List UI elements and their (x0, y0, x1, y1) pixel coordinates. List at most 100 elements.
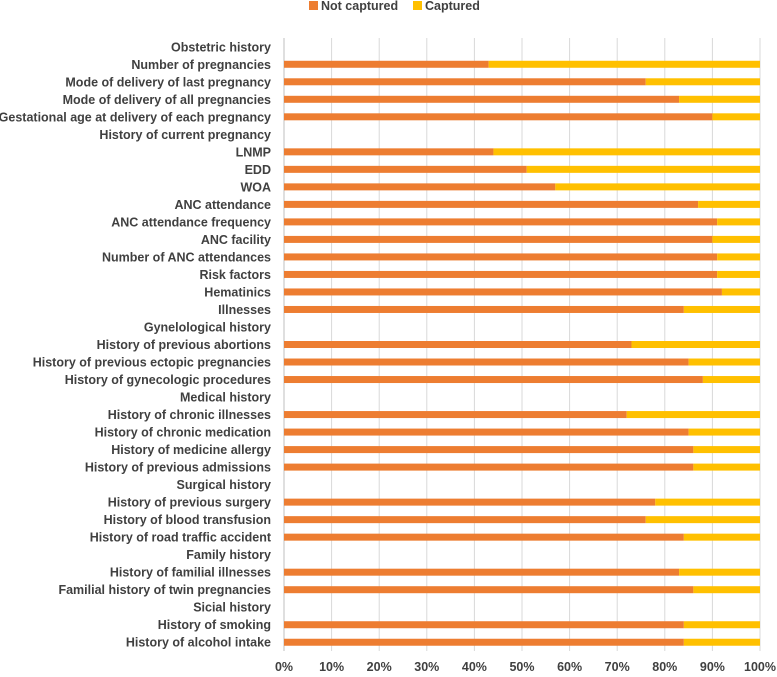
bar-captured (702, 376, 760, 384)
category-label: History of previous surgery (108, 496, 271, 510)
category-label: History of familial illnesses (110, 566, 271, 580)
category-label: Obstetric history (171, 40, 271, 54)
bar-not-captured (284, 568, 680, 576)
category-label: Gynelological history (144, 320, 271, 334)
bar-captured (645, 516, 760, 524)
bar-captured (717, 218, 760, 226)
category-label: Illnesses (218, 303, 271, 317)
bar-not-captured (284, 341, 632, 348)
bar-not-captured (284, 253, 718, 261)
x-axis-tick-labels: 0% 10% 20% 30% 40% 50% 60% 70% 80% 90% 100% (275, 660, 776, 674)
bar-not-captured (284, 446, 694, 454)
x-tick-label: 0% (275, 660, 293, 674)
bar-not-captured (284, 218, 718, 226)
category-label: History of previous abortions (97, 338, 271, 352)
x-tick-label: 40% (462, 660, 487, 674)
category-label: ANC attendance frequency (111, 215, 271, 229)
bar-captured (679, 95, 760, 103)
bar-captured (712, 113, 760, 121)
category-label: Mode of delivery of last pregnancy (65, 75, 271, 89)
bar-captured (721, 288, 760, 296)
bar-captured (693, 586, 760, 594)
bar-captured (698, 200, 760, 208)
category-label: Number of pregnancies (131, 58, 271, 72)
x-tick-label: 10% (319, 660, 344, 674)
legend-label-not-captured: Not captured (321, 0, 398, 13)
bar-not-captured (284, 498, 656, 506)
category-label: History of chronic medication (95, 426, 271, 440)
bar-not-captured (284, 200, 699, 208)
x-tick-label: 70% (605, 660, 630, 674)
legend-swatch-captured (413, 1, 422, 10)
bar-captured (526, 165, 760, 173)
bar-captured (493, 148, 760, 156)
bar-not-captured (284, 78, 646, 86)
bar-captured (645, 78, 760, 86)
bar-not-captured (284, 586, 694, 594)
category-label: Sicial history (193, 601, 271, 615)
bar-not-captured (284, 621, 684, 629)
bar-captured (683, 638, 760, 646)
bar-captured (555, 183, 760, 191)
category-label: EDD (245, 163, 271, 177)
category-label: History of medicine allergy (111, 443, 271, 457)
x-tick-label: 60% (557, 660, 582, 674)
bar-captured (688, 428, 760, 436)
bar-captured (488, 60, 760, 68)
bar-not-captured (284, 411, 627, 419)
bar-not-captured (284, 533, 684, 541)
category-labels: Obstetric history Number of pregnancies Mo… (0, 40, 272, 649)
bar-not-captured (284, 95, 680, 103)
legend-swatch-not-captured (309, 1, 318, 10)
category-label: ANC attendance (174, 198, 271, 212)
category-label: Familial history of twin pregnancies (58, 583, 271, 597)
category-label: Surgical history (177, 478, 272, 492)
bar-not-captured (284, 113, 713, 121)
bar-not-captured (284, 358, 689, 366)
category-label: Medical history (180, 391, 271, 405)
bar-not-captured (284, 288, 722, 296)
bar-not-captured (284, 516, 646, 524)
category-label: Mode of delivery of all pregnancies (63, 93, 271, 107)
category-label: History of previous ectopic pregnancies (33, 356, 271, 370)
bar-captured (683, 621, 760, 629)
x-tick-label: 30% (414, 660, 439, 674)
bar-captured (626, 411, 760, 419)
bar-captured (631, 341, 760, 348)
category-label: History of current pregnancy (99, 128, 271, 142)
category-label: Hematinics (204, 285, 271, 299)
category-label: History of gynecologic procedures (65, 373, 271, 387)
bars (284, 60, 760, 646)
category-label: History of alcohol intake (126, 636, 271, 650)
x-tick-label: 20% (367, 660, 392, 674)
bar-captured (712, 235, 760, 243)
bar-captured (717, 270, 760, 278)
bar-not-captured (284, 428, 689, 436)
x-tick-label: 90% (700, 660, 725, 674)
legend-label-captured: Captured (425, 0, 480, 13)
bar-captured (683, 305, 760, 313)
bar-captured (688, 358, 760, 366)
bar-captured (655, 498, 760, 506)
category-label: Gestational age at delivery of each preg… (0, 110, 271, 124)
bar-not-captured (284, 148, 494, 156)
category-label: Risk factors (199, 268, 271, 282)
category-label: LNMP (236, 145, 271, 159)
bar-not-captured (284, 305, 684, 313)
bar-not-captured (284, 235, 713, 243)
bar-not-captured (284, 638, 684, 646)
x-tick-label: 50% (509, 660, 534, 674)
category-label: History of previous admissions (85, 461, 271, 475)
bar-not-captured (284, 183, 556, 191)
bar-not-captured (284, 60, 489, 68)
category-label: ANC facility (201, 233, 271, 247)
bar-captured (693, 463, 760, 471)
bar-not-captured (284, 165, 527, 173)
category-label: WOA (240, 180, 271, 194)
bar-not-captured (284, 463, 694, 471)
legend: Not captured Captured (309, 0, 480, 13)
category-label: History of chronic illnesses (108, 408, 271, 422)
bar-captured (679, 568, 760, 576)
category-label: History of road traffic accident (90, 531, 272, 545)
